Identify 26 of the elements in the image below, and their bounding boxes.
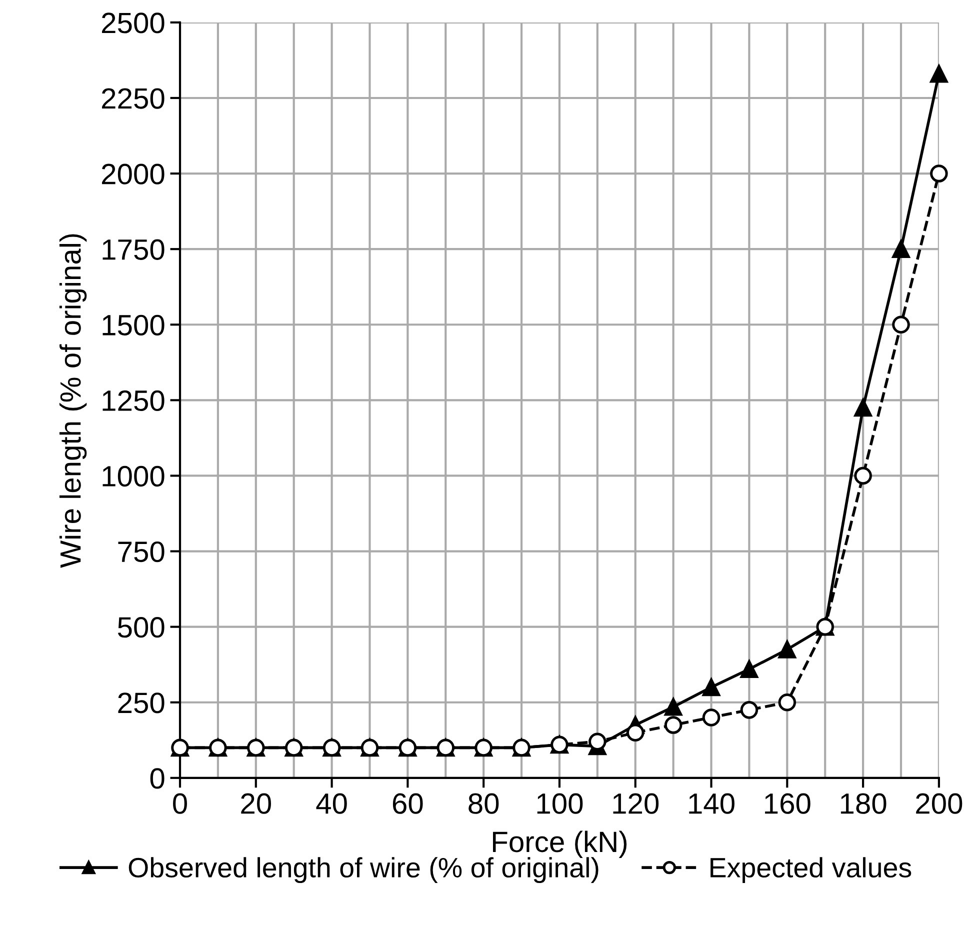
y-tick-label: 2250 (102, 88, 164, 109)
x-tick-label: 200 (916, 793, 962, 814)
y-tick-label: 1250 (102, 390, 164, 412)
y-tick-label: 1750 (102, 239, 164, 260)
x-tick-label: 80 (468, 793, 499, 814)
y-tick-label: 2000 (102, 164, 164, 184)
x-tick-label: 100 (537, 793, 583, 814)
y-tick-label: 1000 (102, 466, 164, 487)
y-tick-label: 500 (118, 617, 164, 638)
x-tick-label: 0 (173, 793, 187, 814)
x-axis-title: Force (kN) (493, 830, 627, 858)
y-tick-label: 250 (118, 692, 164, 714)
x-tick-label: 180 (840, 793, 886, 814)
x-tick-label: 160 (765, 793, 810, 814)
y-tick-label: 750 (118, 541, 164, 562)
y-tick-label: 0 (150, 768, 164, 789)
y-axis-title: Wire length (% of original) (59, 234, 87, 568)
x-tick-label: 20 (241, 793, 271, 814)
y-tick-label: 2500 (102, 12, 164, 34)
x-tick-label: 140 (689, 793, 734, 814)
x-tick-label: 60 (392, 793, 423, 814)
legend-label: Expected values (710, 857, 912, 884)
y-tick-label: 1500 (102, 314, 164, 336)
x-tick-label: 40 (316, 793, 347, 814)
legend-label: Observed length of wire (% of original) (128, 857, 598, 884)
x-tick-label: 120 (613, 793, 659, 814)
